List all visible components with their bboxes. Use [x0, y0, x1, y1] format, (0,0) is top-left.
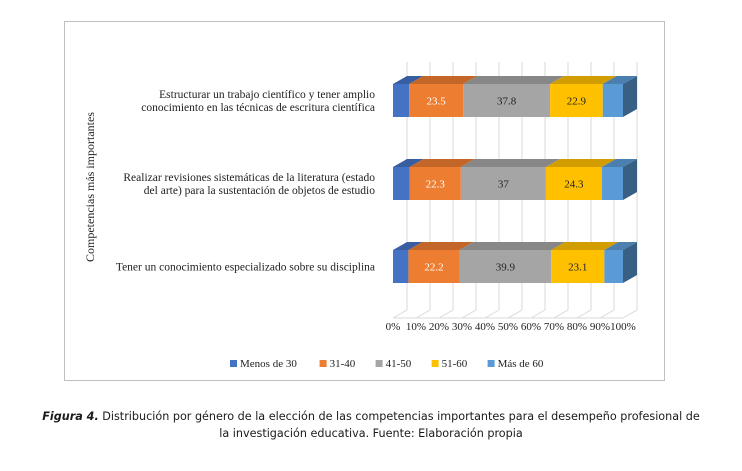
- labels: 0% 10% 20% 30% 40% 50% 60% 70% 80% 90% 100% 23.5 37.…: [116, 89, 636, 333]
- bar-segment: [393, 84, 410, 117]
- bar-side-face: [623, 159, 637, 200]
- category-label: del arte) para la sustentación de objeto…: [144, 185, 375, 197]
- legend-swatch: [230, 360, 237, 367]
- data-label: 24.3: [564, 179, 584, 191]
- gridline-floor: [622, 309, 638, 319]
- x-tick-label: 20%: [429, 321, 449, 333]
- x-tick-label: 0%: [386, 321, 401, 333]
- bar-segment: [393, 167, 410, 200]
- gridline-floor: [438, 309, 454, 319]
- gridline-floor: [484, 309, 500, 319]
- bar-side-face: [623, 242, 637, 283]
- bar-segment: [550, 84, 603, 117]
- bar-top-face: [550, 76, 617, 84]
- data-label: 23.1: [568, 262, 587, 274]
- data-label: 39.9: [496, 262, 516, 274]
- x-tick-label: 100%: [610, 321, 636, 333]
- bar-top-face: [409, 159, 475, 167]
- gridline-floor: [415, 309, 431, 319]
- bar-segment: [393, 250, 409, 283]
- category-label: conocimiento en las técnicas de escritur…: [141, 102, 375, 114]
- x-tick-label: 90%: [590, 321, 610, 333]
- figure-caption: Figura 4. Distribución por género de la …: [40, 408, 702, 442]
- bar-segment: [551, 250, 605, 283]
- bar-segment: [602, 84, 623, 117]
- x-tick-label: 40%: [475, 321, 495, 333]
- data-label: 37: [498, 179, 510, 191]
- bar-top-face: [393, 159, 424, 167]
- data-label: 22.2: [424, 262, 443, 274]
- legend-swatch: [319, 360, 327, 367]
- bar-side-face: [623, 76, 637, 117]
- x-tick-label: 10%: [406, 321, 426, 333]
- bar-segment: [409, 167, 461, 200]
- legend-swatch: [487, 360, 495, 367]
- x-tick-label: 80%: [567, 321, 587, 333]
- bar-top-face: [408, 242, 474, 250]
- bar-top-face: [393, 76, 424, 84]
- bar-top-face: [463, 76, 565, 84]
- bar-top-face: [459, 242, 566, 250]
- gridline-floor: [553, 309, 569, 319]
- legend-swatch: [375, 360, 383, 367]
- bars: [393, 76, 637, 283]
- stacked-bar-chart: 0% 10% 20% 30% 40% 50% 60% 70% 80% 90% 100% 23.5 37.…: [83, 62, 638, 370]
- bar-segment: [460, 167, 546, 200]
- category-label: Realizar revisiones sistemáticas de la l…: [123, 172, 375, 184]
- legend: Menos de 30 31-40 41-50 51-60 Más de 60: [230, 358, 544, 370]
- figure-label: Figura 4.: [42, 410, 99, 423]
- bar-top-face: [409, 76, 478, 84]
- caption-text: Distribución por género de la elección d…: [98, 410, 700, 440]
- bar-segment: [408, 250, 460, 283]
- bar-top-face: [604, 242, 637, 250]
- bar-top-face: [460, 159, 560, 167]
- bar-top-face: [545, 159, 616, 167]
- bar-top-face: [551, 242, 619, 250]
- gridline-floor: [507, 309, 523, 319]
- y-axis-label: Competencias más importantes: [83, 112, 97, 262]
- category-label: Estructurar un trabajo científico y tene…: [159, 89, 375, 101]
- data-label: 37.8: [497, 96, 517, 108]
- x-tick-label: 70%: [544, 321, 564, 333]
- bar-segment: [604, 250, 623, 283]
- legend-label: 41-50: [386, 358, 412, 370]
- legend-swatch: [431, 360, 439, 367]
- chart-frame: 0% 10% 20% 30% 40% 50% 60% 70% 80% 90% 100% 23.5 37.…: [64, 21, 665, 381]
- category-label: Tener un conocimiento especializado sobr…: [116, 262, 375, 274]
- gridline-floor: [599, 309, 615, 319]
- bar-segment: [409, 84, 464, 117]
- gridline-floor: [530, 309, 546, 319]
- gridline-floor: [461, 309, 477, 319]
- bar-segment: [545, 167, 602, 200]
- x-tick-label: 30%: [452, 321, 472, 333]
- legend-label: 51-60: [442, 358, 468, 370]
- gridline-floor: [576, 309, 592, 319]
- bar-segment: [463, 84, 551, 117]
- bar-segment: [601, 167, 623, 200]
- data-label: 22.9: [567, 96, 587, 108]
- x-tick-label: 50%: [498, 321, 518, 333]
- legend-label: Menos de 30: [240, 358, 297, 370]
- data-label: 22.3: [426, 179, 446, 191]
- bar-top-face: [602, 76, 637, 84]
- x-tick-label: 60%: [521, 321, 541, 333]
- gridline-floor: [392, 309, 408, 319]
- legend-label: 31-40: [330, 358, 356, 370]
- legend-label: Más de 60: [498, 358, 544, 370]
- bar-top-face: [393, 242, 423, 250]
- data-label: 23.5: [427, 96, 447, 108]
- bar-segment: [459, 250, 552, 283]
- bar-top-face: [601, 159, 637, 167]
